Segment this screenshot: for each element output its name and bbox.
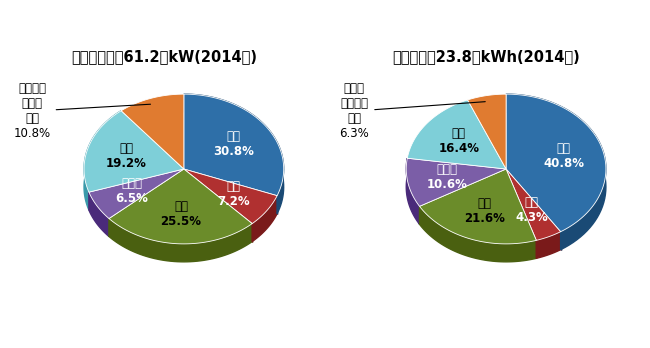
Text: 石炭
30.8%: 石炭 30.8% <box>213 129 254 158</box>
Text: 石油
4.3%: 石油 4.3% <box>515 196 548 224</box>
Text: 水力
19.2%: 水力 19.2% <box>106 142 147 170</box>
Polygon shape <box>408 100 506 169</box>
Polygon shape <box>419 169 536 244</box>
Polygon shape <box>121 94 184 169</box>
Polygon shape <box>84 111 121 210</box>
Polygon shape <box>406 158 506 206</box>
Polygon shape <box>506 169 560 240</box>
Title: 発電電力量23.8兆kWh(2014年): 発電電力量23.8兆kWh(2014年) <box>392 49 580 64</box>
Text: 原子力
6.5%: 原子力 6.5% <box>116 177 148 205</box>
Polygon shape <box>252 196 277 242</box>
Polygon shape <box>184 94 283 196</box>
Polygon shape <box>406 158 419 224</box>
Polygon shape <box>419 206 536 262</box>
Polygon shape <box>84 111 184 192</box>
Polygon shape <box>506 94 606 232</box>
Polygon shape <box>89 192 109 237</box>
Title: 発電設備構成61.2億kW(2014年): 発電設備構成61.2億kW(2014年) <box>71 49 257 64</box>
Polygon shape <box>467 94 506 169</box>
Polygon shape <box>506 94 606 250</box>
Polygon shape <box>109 169 252 244</box>
Text: ガス
21.6%: ガス 21.6% <box>464 197 505 225</box>
Text: 再生可
能エネル
ギー
6.3%: 再生可 能エネル ギー 6.3% <box>339 82 486 140</box>
Text: 再生可能
エネル
ギー
10.8%: 再生可能 エネル ギー 10.8% <box>14 82 151 140</box>
Text: 石炭
40.8%: 石炭 40.8% <box>543 142 584 170</box>
Text: 水力
16.4%: 水力 16.4% <box>438 127 479 156</box>
Polygon shape <box>109 219 252 262</box>
Polygon shape <box>89 169 184 219</box>
Text: 石油
7.2%: 石油 7.2% <box>217 180 250 208</box>
Polygon shape <box>184 169 277 223</box>
Text: ガス
25.5%: ガス 25.5% <box>161 200 202 228</box>
Polygon shape <box>536 232 560 258</box>
Text: 原子力
10.6%: 原子力 10.6% <box>427 164 468 191</box>
Polygon shape <box>184 94 283 214</box>
